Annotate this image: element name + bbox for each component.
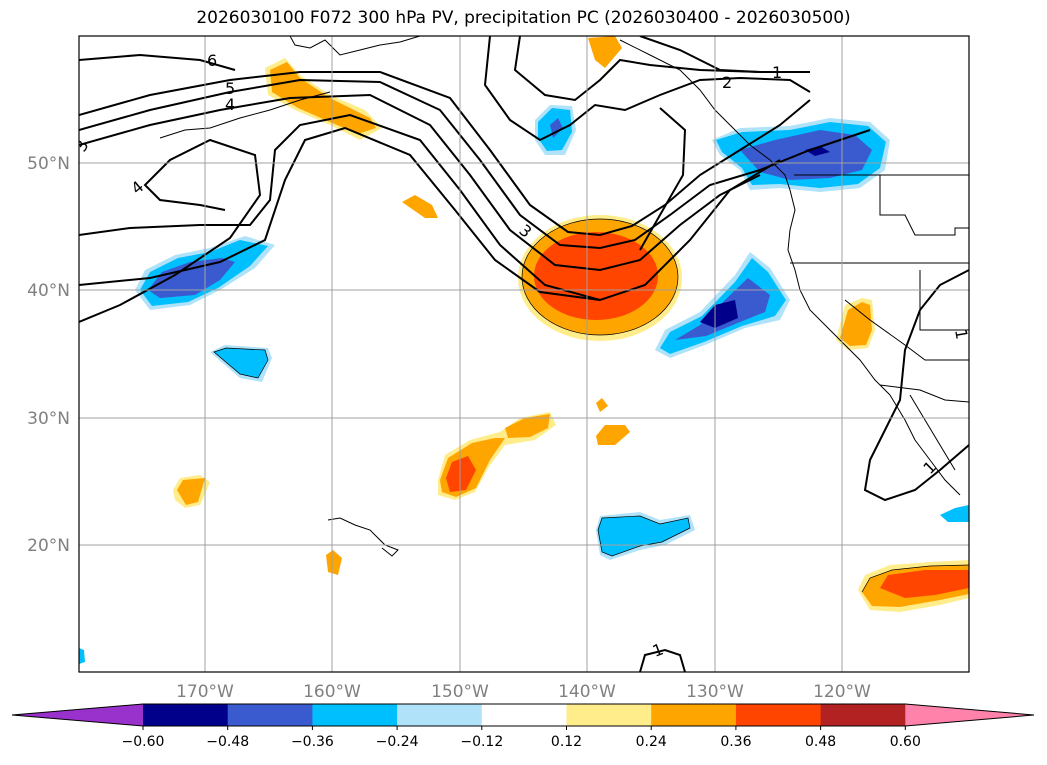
longitude-labels: 170°W 160°W 150°W 140°W 130°W 120°W [176, 682, 871, 702]
colorbar-tick-label: −0.36 [291, 734, 334, 750]
precip-positive-blob [534, 232, 658, 320]
colorbar-segment [651, 704, 737, 726]
precip-positive-blob [596, 425, 630, 445]
precip-negative-blob [214, 348, 268, 378]
contour-label: 6 [207, 51, 217, 70]
contour-label: 4 [225, 95, 235, 114]
pv-contour [483, 36, 811, 142]
colorbar-tick-label: −0.12 [460, 734, 503, 750]
colorbar-extend-right [905, 704, 1034, 726]
pv-contour [79, 93, 761, 272]
precip-positive-blob [326, 550, 342, 575]
pv-contour [79, 78, 871, 250]
lon-label: 140°W [558, 682, 616, 702]
precip-positive-blob [596, 398, 608, 412]
map-title: 2026030100 F072 300 hPa PV, precipitatio… [196, 8, 851, 28]
lat-label: 30°N [27, 409, 70, 429]
state-borders [879, 175, 969, 236]
map-frame [78, 35, 970, 673]
precip-positive-blob [177, 478, 205, 505]
colorbar-segment [143, 704, 229, 726]
pv-contour [79, 113, 781, 302]
colorbar-segment [397, 704, 483, 726]
precip-outlines [213, 218, 969, 593]
lat-label: 50°N [27, 154, 70, 174]
pv-contour [79, 138, 262, 323]
colorbar-tick-label: −0.24 [376, 734, 419, 750]
colorbar-tick-label: −0.60 [122, 734, 165, 750]
precip-positive-blob [840, 302, 872, 346]
lon-label: 120°W [813, 682, 871, 702]
precip-positive-blob [402, 195, 438, 218]
colorbar-tick-label: 0.60 [890, 734, 921, 750]
baja-california [909, 394, 956, 471]
precip-positive-blob [505, 414, 550, 438]
colorbar-tick-label: −0.48 [206, 734, 249, 750]
state-borders [844, 299, 969, 361]
pv-contour [639, 107, 687, 251]
precip-negative-blob [598, 516, 690, 556]
lon-label: 160°W [303, 682, 361, 702]
colorbar-tick-label: 0.24 [636, 734, 667, 750]
colorbar-extend-left [12, 704, 143, 726]
lat-label: 20°N [27, 536, 70, 556]
pv-contour [79, 126, 601, 301]
precip-positive-blob [588, 36, 622, 68]
lat-label: 40°N [27, 281, 70, 301]
precip-negative-blob [79, 648, 85, 664]
precip-negative-blob [805, 146, 830, 156]
colorbar-tick-label: 0.48 [805, 734, 836, 750]
colorbar-segment [481, 704, 567, 726]
colorbar: −0.60 −0.48 −0.36 −0.24 −0.12 0.12 0.24 0.36 0.4… [11, 703, 1035, 750]
pv-contour [863, 269, 969, 502]
contour-label: 1 [951, 327, 971, 340]
latitude-labels: 50°N 40°N 30°N 20°N [27, 154, 70, 556]
colorbar-tick-label: 0.12 [551, 734, 582, 750]
colorbar-segment [735, 704, 822, 726]
colorbar-segment [312, 704, 398, 726]
lon-label: 130°W [686, 682, 744, 702]
precip-negative-blob [700, 300, 738, 328]
precip-positive-blob [880, 570, 969, 598]
precip-negative-blob [940, 505, 969, 522]
lon-label: 170°W [176, 682, 234, 702]
contour-label: 1 [772, 63, 782, 82]
pv-contour [79, 53, 236, 71]
pv-contour [639, 36, 761, 73]
colorbar-segment [227, 704, 313, 726]
colorbar-tick-label: 0.36 [720, 734, 751, 750]
colorbar-segment [820, 704, 906, 726]
alaska-coastline [289, 36, 421, 56]
precip-negative-blob [740, 130, 872, 180]
us-mexico-border [879, 384, 969, 403]
contour-label: 2 [722, 73, 732, 92]
colorbar-segment [566, 704, 652, 726]
lon-label: 150°W [431, 682, 489, 702]
hawaii-islands [327, 517, 399, 557]
contour-label: 5 [225, 79, 235, 98]
north-america-coastline [619, 39, 961, 496]
gridlines [79, 36, 969, 672]
precip-negative-blob [148, 258, 235, 298]
aleutian-islands [159, 91, 331, 139]
pv-contour [639, 648, 686, 672]
precip-positive-blob [446, 456, 476, 492]
